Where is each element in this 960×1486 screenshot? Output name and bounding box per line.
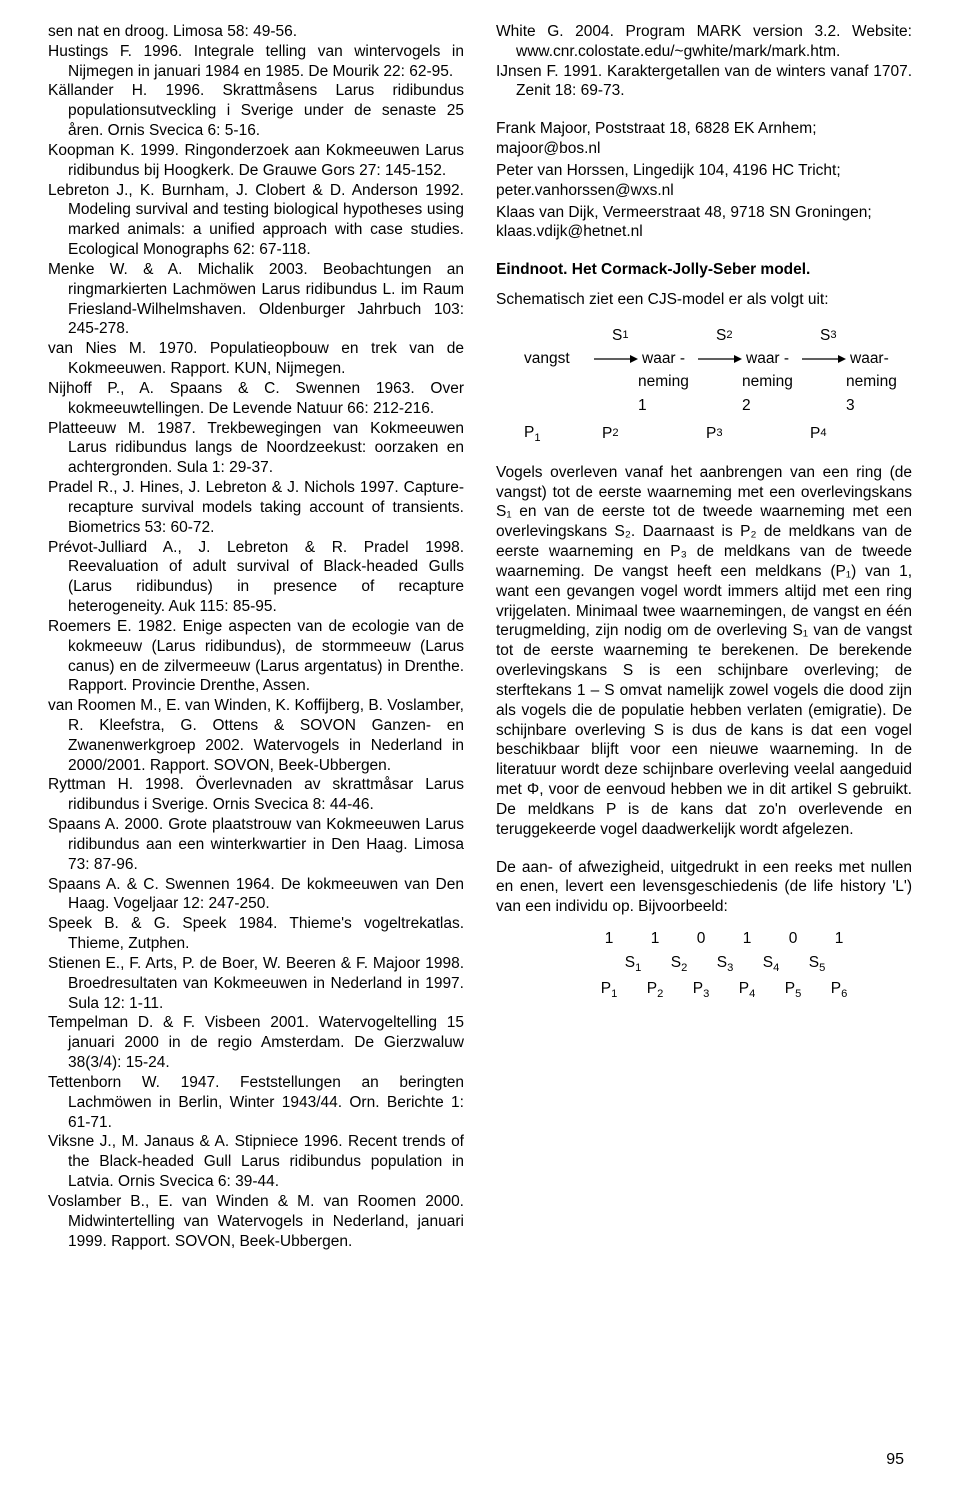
cjs-arrow-row: vangst waar - waar - waar- [524, 347, 912, 370]
ref-entry: Prévot-Julliard A., J. Lebreton & R. Pra… [48, 538, 464, 617]
life-history-diagram: 1 1 0 1 0 1 S1 S2 S3 S4 S5 P1 P2 P3 P4 P… [496, 927, 912, 1004]
ref-entry: Hustings F. 1996. Integrale telling van … [48, 42, 464, 82]
ref-entry: Speek B. & G. Speek 1984. Thieme's vogel… [48, 914, 464, 954]
contact-line: Frank Majoor, Poststraat 18, 6828 EK Arn… [496, 119, 912, 159]
ref-entry: White G. 2004. Program MARK version 3.2.… [496, 22, 912, 62]
ref-entry: Spaans A. & C. Swennen 1964. De kokmeeuw… [48, 875, 464, 915]
ref-entry: Källander H. 1996. Skrattmåsens Larus ri… [48, 81, 464, 140]
ref-entry: Tettenborn W. 1947. Feststellungen an be… [48, 1073, 464, 1132]
ref-entry: IJnsen F. 1991. Karaktergetallen van de … [496, 62, 912, 102]
ref-entry: Roemers E. 1982. Enige aspecten van de e… [48, 617, 464, 696]
ref-entry: Viksne J., M. Janaus & A. Stipniece 1996… [48, 1132, 464, 1191]
ref-entry: Tempelman D. & F. Visbeen 2001. Watervog… [48, 1013, 464, 1072]
ref-entry: Ryttman H. 1998. Överlevnaden av skrattm… [48, 775, 464, 815]
ref-entry: Spaans A. 2000. Grote plaatstrouw van Ko… [48, 815, 464, 874]
cjs-s-row: S1 S2 S3 [524, 324, 912, 347]
cjs-neming-row: neming 1 neming 2 neming 3 [524, 370, 912, 417]
page-number: 95 [886, 1450, 904, 1470]
arrow-icon [698, 354, 742, 364]
eindnoot-body: Vogels overleven vanaf het aanbrengen va… [496, 463, 912, 840]
contact-line: Peter van Horssen, Lingedijk 104, 4196 H… [496, 161, 912, 201]
ref-entry: Stienen E., F. Arts, P. de Boer, W. Beer… [48, 954, 464, 1013]
ref-entry: Menke W. & A. Michalik 2003. Beobachtung… [48, 260, 464, 339]
ref-entry: van Roomen M., E. van Winden, K. Koffijb… [48, 696, 464, 775]
ref-entry: Pradel R., J. Hines, J. Lebreton & J. Ni… [48, 478, 464, 537]
lh-ones-row: 1 1 0 1 0 1 [586, 927, 912, 951]
eindnoot-intro: Schematisch ziet een CJS-model er als vo… [496, 290, 912, 310]
cjs-diagram: S1 S2 S3 vangst waar - waar - waar- nemi… [496, 324, 912, 447]
ref-entry: sen nat en droog. Limosa 58: 49-56. [48, 22, 464, 42]
ref-entry: Koopman K. 1999. Ringonderzoek aan Kokme… [48, 141, 464, 181]
right-column: White G. 2004. Program MARK version 3.2.… [496, 22, 912, 1486]
ref-entry: Voslamber B., E. van Winden & M. van Roo… [48, 1192, 464, 1251]
ref-entry: Nijhoff P., A. Spaans & C. Swennen 1963.… [48, 379, 464, 419]
ref-entry: van Nies M. 1970. Populatieopbouw en tre… [48, 339, 464, 379]
eindnoot-heading: Eindnoot. Het Cormack-Jolly-Seber model. [496, 260, 912, 280]
arrow-icon [594, 354, 638, 364]
eindnoot-body2: De aan- of afwezigheid, uitgedrukt in ee… [496, 858, 912, 917]
ref-entry: Platteeuw M. 1987. Trekbewegingen van Ko… [48, 419, 464, 478]
cjs-p-row: P1 P2 P3 P4 [524, 421, 912, 447]
ref-entry: Lebreton J., K. Burnham, J. Clobert & D.… [48, 181, 464, 260]
left-column: sen nat en droog. Limosa 58: 49-56. Hust… [48, 22, 464, 1486]
arrow-icon [802, 354, 846, 364]
lh-s-row: S1 S2 S3 S4 S5 [586, 951, 912, 977]
lh-p-row: P1 P2 P3 P4 P5 P6 [586, 977, 912, 1003]
contact-line: Klaas van Dijk, Vermeerstraat 48, 9718 S… [496, 203, 912, 243]
